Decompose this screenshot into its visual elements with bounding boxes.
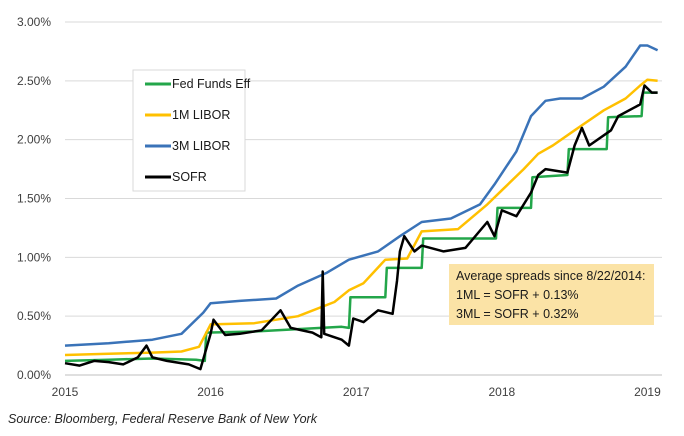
- spread-line-chart: 0.00% 0.50% 1.00% 1.50% 2.00% 2.50% 3.00% 2015…: [17, 15, 662, 399]
- y-tick-label: 2.50%: [17, 74, 51, 88]
- series-lines: [64, 44, 659, 371]
- legend-label-1m-libor: 1M LIBOR: [172, 108, 230, 122]
- x-tick-labels: 2015 2016 2017 2018 2019: [52, 385, 661, 399]
- y-tick-label: 0.00%: [17, 368, 51, 382]
- annotation-line-2: 1ML = SOFR + 0.13%: [456, 288, 579, 302]
- y-tick-label: 1.00%: [17, 250, 51, 264]
- series-line-1m-libor: [64, 78, 658, 357]
- annotation-line-3: 3ML = SOFR + 0.32%: [456, 307, 579, 321]
- y-tick-labels: 0.00% 0.50% 1.00% 1.50% 2.00% 2.50% 3.00%: [17, 15, 51, 382]
- y-tick-label: 2.00%: [17, 133, 51, 147]
- spread-annotation: Average spreads since 8/22/2014: 1ML = S…: [449, 264, 654, 325]
- x-tick-label: 2017: [343, 385, 370, 399]
- x-tick-label: 2015: [52, 385, 79, 399]
- x-tick-label: 2016: [197, 385, 224, 399]
- legend-label-3m-libor: 3M LIBOR: [172, 139, 230, 153]
- annotation-box: [449, 264, 654, 325]
- legend-label-fed-funds: Fed Funds Eff: [172, 77, 251, 91]
- series-line-3m-libor: [64, 44, 659, 347]
- legend: Fed Funds Eff 1M LIBOR 3M LIBOR SOFR: [132, 69, 251, 192]
- legend-label-sofr: SOFR: [172, 170, 207, 184]
- y-tick-label: 3.00%: [17, 15, 51, 29]
- annotation-line-1: Average spreads since 8/22/2014:: [456, 269, 645, 283]
- x-tick-label: 2018: [488, 385, 515, 399]
- y-tick-label: 0.50%: [17, 309, 51, 323]
- y-tick-label: 1.50%: [17, 192, 51, 206]
- x-tick-label: 2019: [634, 385, 661, 399]
- legend-box: [132, 69, 246, 192]
- source-note: Source: Bloomberg, Federal Reserve Bank …: [8, 412, 317, 426]
- series-line-sofr: [64, 84, 658, 371]
